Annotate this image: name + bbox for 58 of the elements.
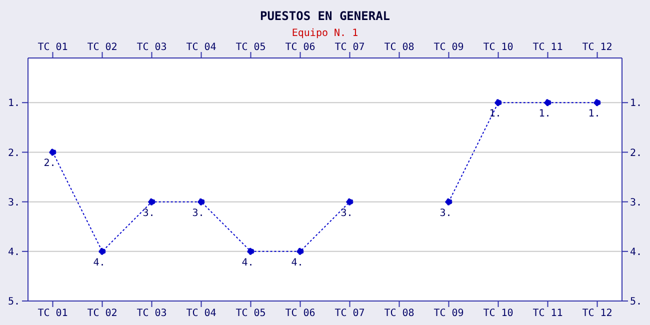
x-tick-label: TC 04 [186,42,216,53]
data-label: 4. [242,257,254,268]
x-tick-label: TC 10 [483,42,514,53]
category-label: TC 10 [483,308,514,320]
x-tick-label: TC 02 [87,42,118,53]
data-label: 3. [142,208,155,219]
category-label: TC 11 [532,308,563,320]
data-label: 1. [489,108,502,120]
x-tick-label: TC 03 [136,42,167,53]
x-tick-label: TC 12 [582,42,612,53]
category-label: TC 04 [186,308,216,320]
data-label: 2. [44,158,56,170]
data-label: 3. [340,208,353,219]
x-tick-label: TC 01 [38,42,68,53]
data-label: 1. [588,108,600,120]
y-tick-label: 2. [8,148,20,159]
data-label: 1. [538,108,551,120]
x-tick-label: TC 11 [532,42,563,53]
category-label: TC 05 [236,308,266,320]
point [594,99,601,106]
x-tick-label: TC 09 [434,42,464,53]
data-label: 4. [291,257,304,268]
x-tick-label: TC 07 [334,42,365,53]
x-tick-label: TC 05 [236,42,266,53]
category-label: TC 09 [434,308,464,320]
category-label: TC 08 [384,308,414,320]
category-label: TC 07 [334,308,365,320]
point [544,99,552,106]
point [49,148,56,156]
category-label: TC 12 [582,308,612,320]
y2-tick-label: 1. [630,98,642,110]
point [148,198,156,206]
y-tick-label: 5. [8,296,20,308]
x-tick-label: TC 06 [285,42,316,53]
y-tick-label: 3. [8,197,20,208]
x-tick-label: TC 08 [384,42,414,53]
category-label: TC 02 [87,308,118,320]
point [346,198,354,206]
point [296,248,304,255]
category-label: TC 06 [285,308,316,320]
data-label: 3. [192,208,204,219]
y-tick-label: 4. [8,246,20,258]
point [247,248,254,255]
data-label: 3. [440,208,452,219]
data-label: 4. [93,257,106,268]
category-label: TC 01 [38,308,68,320]
chart-title: PUESTOS EN GENERAL [258,9,392,23]
category-label: TC 03 [136,308,167,320]
y2-tick-label: 5. [630,296,642,308]
y2-tick-label: 3. [630,197,642,208]
point [445,198,452,206]
point [494,99,502,106]
y-tick-label: 1. [8,98,20,110]
point [198,198,205,206]
point [98,248,106,255]
y2-tick-label: 4. [630,246,642,258]
chart-subtitle: Equipo N. 1 [290,28,360,39]
y2-tick-label: 2. [630,148,642,159]
